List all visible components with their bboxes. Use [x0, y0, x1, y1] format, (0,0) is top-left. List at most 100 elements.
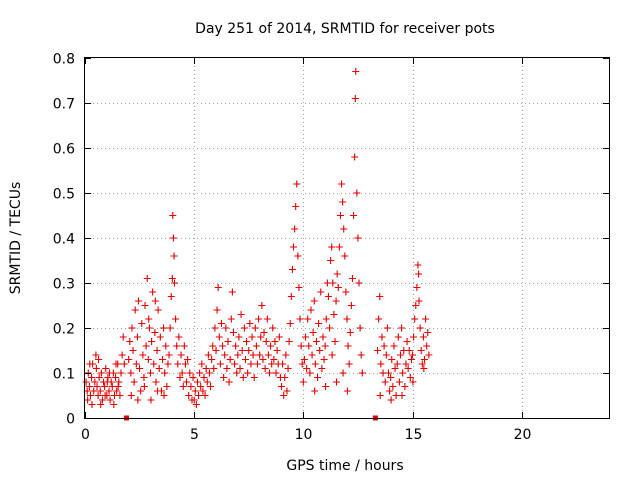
data-point [160, 324, 168, 332]
data-point [307, 306, 315, 314]
data-point [240, 324, 248, 332]
x-tick-label: 15 [405, 427, 423, 443]
data-point [358, 369, 366, 377]
x-tick-label: 10 [295, 427, 313, 443]
data-point [145, 324, 153, 332]
data-points [82, 68, 433, 408]
data-point [193, 378, 201, 386]
data-point [257, 333, 265, 341]
data-point [86, 360, 94, 368]
grid-lines [85, 58, 609, 418]
data-point [247, 360, 255, 368]
data-point [263, 315, 271, 323]
data-point [131, 306, 139, 314]
data-point [291, 225, 299, 233]
data-point [88, 401, 96, 408]
data-point [278, 383, 285, 390]
data-point [133, 333, 141, 341]
data-point [130, 378, 138, 386]
data-point [286, 320, 294, 327]
data-point [108, 383, 116, 390]
y-axis: 0 0.1 0.2 0.3 0.4 0.5 0.6 0.7 0.8 [53, 52, 609, 428]
data-point [423, 342, 431, 350]
data-point [144, 356, 152, 363]
data-point [153, 347, 161, 354]
data-point [212, 347, 220, 354]
data-point [327, 257, 335, 264]
data-point [84, 396, 92, 404]
data-point [210, 365, 218, 372]
data-point [409, 351, 416, 359]
data-point [351, 95, 359, 102]
data-point [404, 365, 412, 372]
data-point [159, 356, 167, 363]
data-point [249, 351, 257, 359]
data-point [339, 369, 347, 377]
data-point [387, 374, 395, 381]
data-point [375, 315, 383, 323]
data-point [294, 252, 302, 260]
data-point [175, 333, 183, 341]
data-point [351, 153, 359, 161]
data-point [172, 315, 180, 323]
data-point [411, 315, 419, 323]
data-point [345, 360, 353, 368]
data-point [164, 360, 172, 368]
data-point [354, 234, 362, 242]
data-point [189, 374, 197, 381]
data-point [129, 347, 137, 354]
data-point [265, 369, 273, 377]
data-point [148, 338, 156, 345]
data-point [150, 360, 158, 368]
data-point [272, 369, 280, 377]
y-tick-label: 0.2 [53, 322, 75, 338]
data-point [298, 360, 306, 368]
data-point [207, 383, 215, 390]
data-point [106, 396, 114, 404]
data-point [95, 356, 103, 363]
data-point [217, 320, 225, 327]
data-point [198, 360, 206, 368]
data-point [90, 387, 98, 395]
data-point [401, 383, 409, 390]
data-point [112, 374, 120, 381]
data-point [419, 333, 427, 341]
data-point [309, 329, 317, 336]
data-point [208, 356, 216, 363]
data-point [199, 387, 207, 395]
data-point [155, 365, 163, 372]
data-point [262, 338, 270, 345]
data-point [315, 320, 323, 327]
data-point [120, 360, 128, 368]
data-point [97, 401, 105, 408]
data-point [195, 392, 203, 399]
data-point [271, 338, 279, 345]
data-point [293, 180, 301, 188]
y-axis-label: SRMTID / TECUs [8, 182, 24, 295]
data-point [319, 333, 327, 341]
data-point [191, 387, 199, 395]
data-point [322, 383, 330, 390]
x-axis: 0 5 10 15 20 [81, 58, 531, 443]
data-point [308, 351, 316, 359]
data-point [241, 356, 249, 363]
data-point [388, 356, 396, 363]
data-point [258, 302, 266, 309]
data-point [413, 284, 421, 291]
data-point [261, 365, 269, 372]
data-point [202, 365, 210, 372]
data-point [255, 315, 263, 323]
data-point [297, 342, 305, 350]
data-point [250, 374, 258, 381]
data-point [224, 338, 232, 345]
data-point [376, 392, 384, 399]
data-point [101, 392, 109, 399]
data-point [338, 180, 346, 188]
data-point [174, 360, 182, 368]
data-point [180, 342, 188, 350]
data-point [132, 360, 140, 368]
data-point [334, 284, 342, 291]
data-point [318, 365, 326, 372]
data-point [167, 293, 175, 300]
data-point [116, 392, 124, 399]
